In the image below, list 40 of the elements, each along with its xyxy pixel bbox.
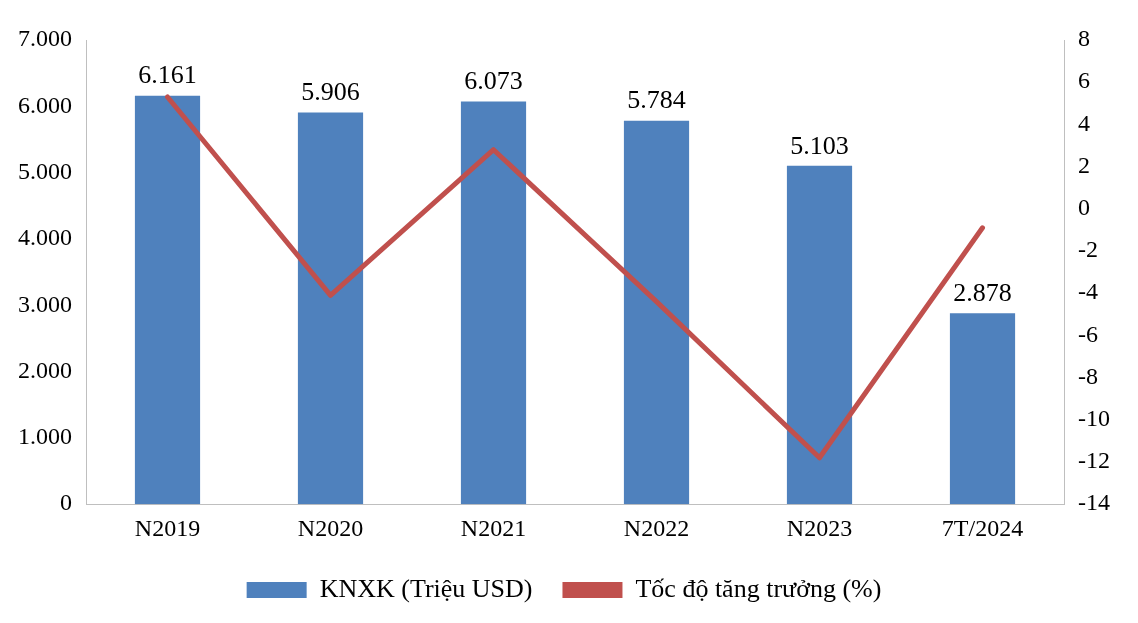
y2-tick-label: -4 (1078, 278, 1099, 305)
y-tick-label: 4.000 (18, 224, 72, 251)
y2-tick-label: -2 (1078, 236, 1099, 263)
legend-label: KNXK (Triệu USD) (319, 573, 533, 603)
y2-tick-label: -6 (1078, 320, 1099, 347)
x-tick-label: N2021 (460, 514, 527, 541)
y2-tick-label: -10 (1078, 405, 1111, 432)
x-tick-label: N2019 (134, 514, 201, 541)
y-tick-label: 3.000 (18, 290, 72, 317)
y2-tick-label: 2 (1078, 151, 1091, 178)
y-tick-label: 1.000 (18, 423, 72, 450)
y2-tick-label: -8 (1078, 362, 1099, 389)
x-tick-label: N2023 (786, 514, 853, 541)
y-tick-label: 2.000 (18, 356, 72, 383)
bar (623, 120, 690, 505)
y2-tick-label: 6 (1078, 67, 1091, 94)
data-label: 5.103 (790, 130, 849, 160)
y2-tick-label: 8 (1078, 25, 1091, 52)
data-label: 5.784 (627, 85, 686, 115)
bar (297, 112, 364, 505)
bar (460, 101, 527, 505)
data-label: 6.073 (464, 66, 523, 96)
y2-tick-label: -14 (1078, 489, 1111, 516)
data-label: 2.878 (953, 278, 1012, 308)
legend-label: Tốc độ tăng trưởng (%) (635, 573, 882, 603)
y-tick-label: 7.000 (18, 25, 72, 52)
y-tick-label: 0 (60, 489, 72, 516)
data-label: 6.161 (138, 60, 197, 90)
x-tick-label: N2020 (297, 514, 364, 541)
y2-tick-label: -12 (1078, 447, 1111, 474)
bar (949, 313, 1016, 505)
y2-tick-label: 0 (1078, 194, 1091, 221)
x-tick-label: 7T/2024 (941, 514, 1024, 541)
y-tick-label: 6.000 (18, 91, 72, 118)
bar (134, 95, 201, 505)
y2-tick-label: 4 (1078, 109, 1091, 136)
data-label: 5.906 (301, 77, 360, 107)
x-tick-label: N2022 (623, 514, 690, 541)
y-tick-label: 5.000 (18, 157, 72, 184)
bar (786, 165, 853, 505)
